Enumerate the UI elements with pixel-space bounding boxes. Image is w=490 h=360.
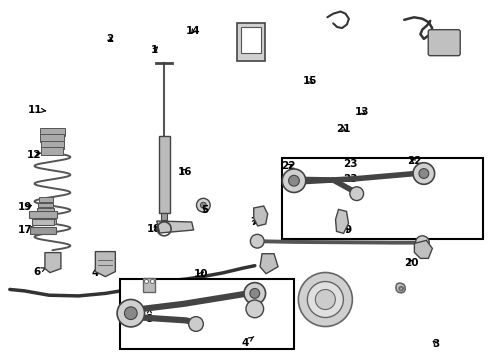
Polygon shape bbox=[415, 240, 432, 258]
Circle shape bbox=[250, 234, 264, 248]
Bar bbox=[40, 128, 65, 136]
Text: 21: 21 bbox=[336, 124, 350, 134]
Text: 10: 10 bbox=[194, 269, 208, 279]
Text: 6: 6 bbox=[33, 267, 46, 277]
Circle shape bbox=[189, 317, 203, 331]
Text: 2: 2 bbox=[106, 34, 113, 44]
Circle shape bbox=[124, 307, 137, 320]
Text: 8: 8 bbox=[146, 308, 153, 324]
Text: 14: 14 bbox=[186, 26, 201, 36]
Circle shape bbox=[117, 300, 145, 327]
Circle shape bbox=[399, 288, 400, 289]
Text: 1: 1 bbox=[151, 45, 158, 55]
Circle shape bbox=[401, 289, 402, 291]
Circle shape bbox=[316, 289, 335, 310]
Bar bbox=[41, 141, 64, 149]
Text: 18: 18 bbox=[147, 224, 162, 234]
Circle shape bbox=[419, 168, 429, 179]
Bar bbox=[161, 213, 167, 220]
Bar bbox=[41, 134, 64, 142]
Circle shape bbox=[244, 283, 266, 304]
Text: 22: 22 bbox=[281, 161, 295, 171]
Polygon shape bbox=[96, 252, 115, 276]
Circle shape bbox=[416, 236, 429, 249]
Bar bbox=[32, 219, 54, 225]
Text: 12: 12 bbox=[27, 150, 42, 160]
Bar bbox=[39, 197, 52, 202]
Text: 20: 20 bbox=[404, 258, 419, 268]
Bar bbox=[42, 147, 63, 155]
Polygon shape bbox=[254, 206, 268, 226]
Bar bbox=[282, 158, 483, 239]
Circle shape bbox=[401, 287, 402, 288]
Circle shape bbox=[250, 288, 260, 298]
Text: 23: 23 bbox=[343, 174, 358, 184]
Circle shape bbox=[307, 282, 343, 318]
Text: 15: 15 bbox=[303, 76, 318, 86]
Bar bbox=[241, 27, 261, 53]
Circle shape bbox=[200, 202, 206, 208]
Polygon shape bbox=[396, 283, 405, 293]
Text: 23: 23 bbox=[343, 159, 358, 169]
Text: 8: 8 bbox=[264, 264, 270, 274]
Bar bbox=[36, 219, 55, 224]
Bar bbox=[29, 211, 57, 218]
FancyBboxPatch shape bbox=[428, 30, 460, 56]
Text: 22: 22 bbox=[407, 156, 421, 166]
Bar bbox=[38, 203, 53, 207]
Text: 11: 11 bbox=[28, 105, 46, 115]
Text: 13: 13 bbox=[354, 107, 369, 117]
Bar bbox=[237, 23, 265, 62]
Text: 16: 16 bbox=[178, 167, 193, 177]
Bar bbox=[120, 279, 294, 349]
Circle shape bbox=[282, 169, 306, 193]
Circle shape bbox=[413, 163, 435, 184]
Text: 4: 4 bbox=[92, 267, 104, 278]
Polygon shape bbox=[260, 254, 278, 274]
Polygon shape bbox=[336, 210, 348, 233]
Circle shape bbox=[402, 288, 403, 289]
Bar bbox=[37, 208, 54, 213]
Text: 7: 7 bbox=[250, 217, 258, 228]
Circle shape bbox=[246, 300, 264, 318]
Circle shape bbox=[196, 198, 210, 212]
Circle shape bbox=[350, 187, 364, 201]
Circle shape bbox=[298, 273, 352, 327]
Polygon shape bbox=[157, 221, 194, 233]
Text: 3: 3 bbox=[433, 339, 440, 349]
Circle shape bbox=[145, 279, 148, 283]
Bar bbox=[159, 136, 170, 213]
Circle shape bbox=[289, 175, 299, 186]
Text: 19: 19 bbox=[18, 202, 33, 212]
Text: 5: 5 bbox=[201, 204, 208, 215]
Text: 4: 4 bbox=[241, 337, 254, 348]
Circle shape bbox=[150, 279, 154, 283]
Text: 1: 1 bbox=[245, 45, 252, 55]
Bar bbox=[144, 279, 155, 292]
Bar bbox=[36, 214, 55, 219]
Text: 9: 9 bbox=[344, 225, 351, 235]
Bar bbox=[30, 227, 56, 234]
Polygon shape bbox=[45, 253, 61, 273]
Circle shape bbox=[399, 287, 403, 291]
Text: 17: 17 bbox=[18, 225, 36, 235]
